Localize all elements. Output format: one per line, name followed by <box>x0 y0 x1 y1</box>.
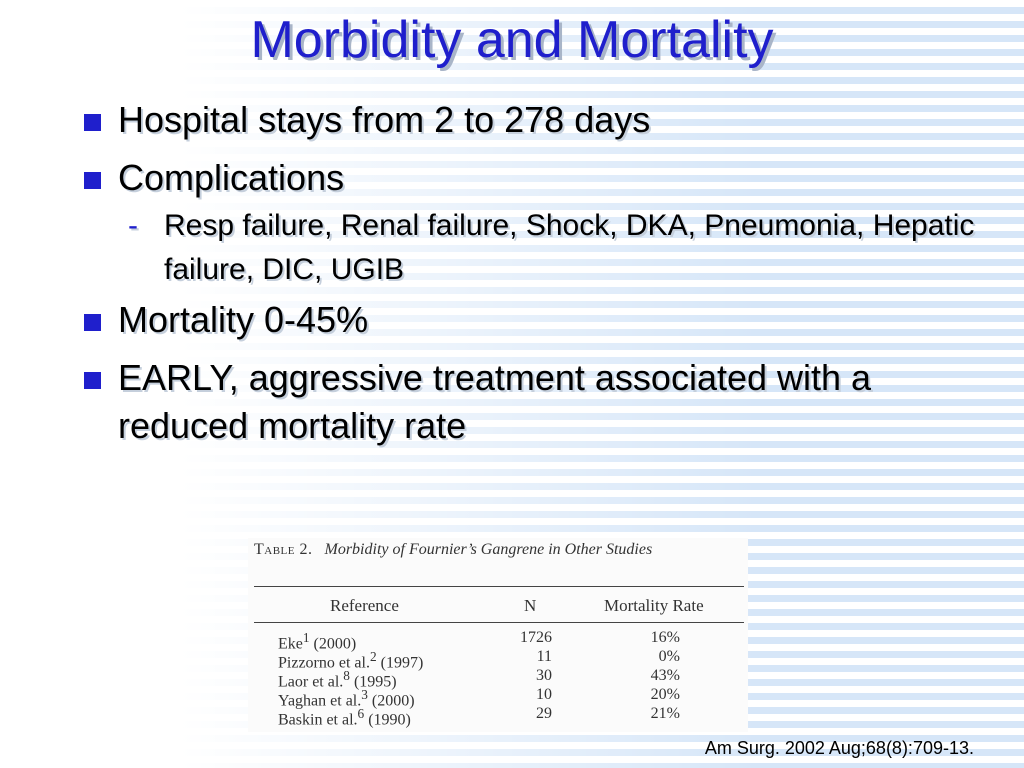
citation-text: Am Surg. 2002 Aug;68(8):709-13. <box>704 738 974 758</box>
table-top-rule <box>254 586 744 587</box>
table-row: Yaghan et al.3 (2000) 10 20% <box>248 685 748 709</box>
table-cell-rate: 0% <box>658 648 680 665</box>
table-cell-reference: Baskin et al.6 (1990) <box>278 706 411 729</box>
bullet-text: Complications <box>118 157 345 198</box>
table-cell-n: 10 <box>536 686 552 703</box>
bullet-text: Hospital stays from 2 to 278 days <box>118 99 651 140</box>
table-cell-n: 29 <box>536 705 552 722</box>
table-header-reference: Reference <box>330 596 399 615</box>
table-header-n: N <box>524 596 537 615</box>
table-header-rate: Mortality Rate <box>604 596 704 615</box>
bullet-list: Hospital stays from 2 to 278 days Compli… <box>80 96 980 460</box>
bullet-text: EARLY, aggressive treatment associated w… <box>118 357 872 446</box>
square-bullet-icon <box>84 172 101 189</box>
table-cell-n: 11 <box>536 648 552 665</box>
bullet-item: Mortality 0-45% <box>80 296 980 344</box>
table-cell-reference: Pizzorno et al.2 (1997) <box>278 649 424 672</box>
table-row: Pizzorno et al.2 (1997) 11 0% <box>248 647 748 671</box>
square-bullet-icon <box>84 372 101 389</box>
bullet-item: Complications - Resp failure, Renal fail… <box>80 154 980 292</box>
bullet-text: Mortality 0-45% <box>118 299 369 340</box>
table-row: Eke1 (2000) 1726 16% <box>248 628 748 652</box>
bullet-item: EARLY, aggressive treatment associated w… <box>80 354 948 450</box>
table-cell-reference: Eke1 (2000) <box>278 630 357 653</box>
table-cell-rate: 20% <box>650 686 680 703</box>
table-row: Baskin et al.6 (1990) 29 21% <box>248 704 748 728</box>
table-caption-title: Morbidity of Fournier’s Gangrene in Othe… <box>324 541 653 558</box>
bullet-item: Hospital stays from 2 to 278 days <box>80 96 980 144</box>
table-caption-label: Table 2. <box>254 541 313 558</box>
table-caption: Table 2. Morbidity of Fournier’s Gangren… <box>254 540 734 560</box>
square-bullet-icon <box>84 114 101 131</box>
study-table-image: Table 2. Morbidity of Fournier’s Gangren… <box>248 538 748 732</box>
table-cell-reference: Laor et al.8 (1995) <box>278 668 397 691</box>
table-cell-rate: 43% <box>650 667 680 684</box>
slide-title: Morbidity and Mortality <box>250 11 774 69</box>
table-cell-rate: 16% <box>650 629 680 646</box>
sub-bullet-list: - Resp failure, Renal failure, Shock, DK… <box>118 204 980 292</box>
table-cell-n: 30 <box>536 667 552 684</box>
table-cell-rate: 21% <box>650 705 680 722</box>
table-header-rule <box>254 622 744 623</box>
sub-bullet-text: Resp failure, Renal failure, Shock, DKA,… <box>164 209 975 286</box>
dash-bullet-icon: - <box>128 209 138 242</box>
table-row: Laor et al.8 (1995) 30 43% <box>248 666 748 690</box>
square-bullet-icon <box>84 314 101 331</box>
table-cell-reference: Yaghan et al.3 (2000) <box>278 687 415 710</box>
table-cell-n: 1726 <box>520 629 552 646</box>
sub-bullet-item: - Resp failure, Renal failure, Shock, DK… <box>118 204 980 292</box>
